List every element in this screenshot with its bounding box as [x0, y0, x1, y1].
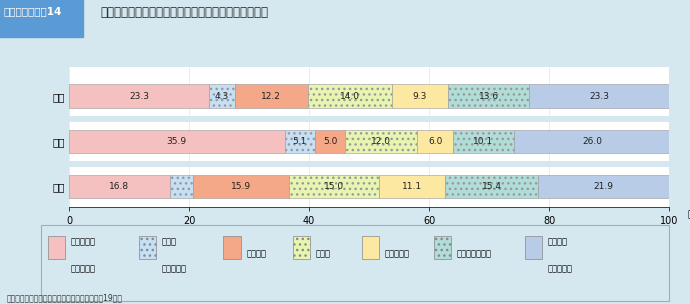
FancyBboxPatch shape: [139, 237, 157, 259]
Bar: [69, 116, 669, 122]
Text: 骨折・転倒: 骨折・転倒: [384, 249, 409, 258]
FancyBboxPatch shape: [224, 237, 241, 259]
Text: 16.8: 16.8: [109, 182, 130, 191]
Text: 5.0: 5.0: [323, 137, 337, 146]
Bar: [529, 85, 669, 108]
FancyBboxPatch shape: [362, 237, 380, 259]
Bar: [284, 130, 315, 153]
Bar: [514, 130, 670, 153]
Bar: [235, 85, 308, 108]
Bar: [379, 175, 445, 198]
Text: 10.1: 10.1: [473, 137, 493, 146]
Bar: [193, 175, 288, 198]
Bar: [69, 161, 669, 167]
Text: 23.3: 23.3: [589, 92, 609, 101]
Text: 不明・不詳: 不明・不詳: [547, 264, 573, 274]
Bar: [448, 85, 529, 108]
Text: 12.0: 12.0: [371, 137, 391, 146]
Text: 9.3: 9.3: [413, 92, 427, 101]
Text: 5.1: 5.1: [293, 137, 307, 146]
Text: 資料：厚生労働省「国民生活基礎調査」（平成19年）: 資料：厚生労働省「国民生活基礎調査」（平成19年）: [7, 293, 123, 302]
Text: 35.9: 35.9: [167, 137, 187, 146]
Bar: [69, 175, 170, 198]
Text: 23.3: 23.3: [129, 92, 149, 101]
Text: 認知症: 認知症: [315, 249, 330, 258]
Text: 4.3: 4.3: [215, 92, 229, 101]
Text: 要介護者等の性別にみた介護が必要となった主な原因: 要介護者等の性別にみた介護が必要となった主な原因: [100, 6, 268, 19]
FancyBboxPatch shape: [525, 237, 542, 259]
Text: （%）: （%）: [687, 209, 690, 218]
Text: 脳血管疾患: 脳血管疾患: [70, 237, 95, 246]
Bar: [315, 130, 345, 153]
Bar: [345, 130, 417, 153]
Bar: [209, 85, 235, 108]
Text: その他・: その他・: [547, 237, 567, 246]
Text: 心疾患: 心疾患: [161, 237, 177, 246]
Text: 26.0: 26.0: [582, 137, 602, 146]
Bar: [538, 175, 669, 198]
Bar: [308, 85, 392, 108]
Text: 高齢による衰弱: 高齢による衰弱: [457, 249, 491, 258]
Bar: [392, 85, 448, 108]
Bar: [69, 85, 209, 108]
FancyBboxPatch shape: [434, 237, 451, 259]
FancyBboxPatch shape: [48, 237, 66, 259]
Bar: [170, 175, 193, 198]
Bar: [69, 130, 284, 153]
Bar: [288, 175, 379, 198]
FancyBboxPatch shape: [293, 237, 310, 259]
Text: 6.0: 6.0: [428, 137, 442, 146]
Text: 関節疾患: 関節疾患: [246, 249, 266, 258]
Bar: [445, 175, 538, 198]
Text: 14.0: 14.0: [340, 92, 360, 101]
Bar: [453, 130, 514, 153]
Text: 13.6: 13.6: [479, 92, 499, 101]
Text: 図１－２－３－14: 図１－２－３－14: [3, 6, 62, 16]
Text: 15.4: 15.4: [482, 182, 502, 191]
Text: 11.1: 11.1: [402, 182, 422, 191]
Text: 21.9: 21.9: [593, 182, 613, 191]
Text: 15.0: 15.0: [324, 182, 344, 191]
Text: 12.2: 12.2: [262, 92, 282, 101]
Text: 15.9: 15.9: [231, 182, 251, 191]
Text: （心臓病）: （心臓病）: [161, 264, 186, 274]
Text: （脳卒中）: （脳卒中）: [70, 264, 95, 274]
Bar: [417, 130, 453, 153]
